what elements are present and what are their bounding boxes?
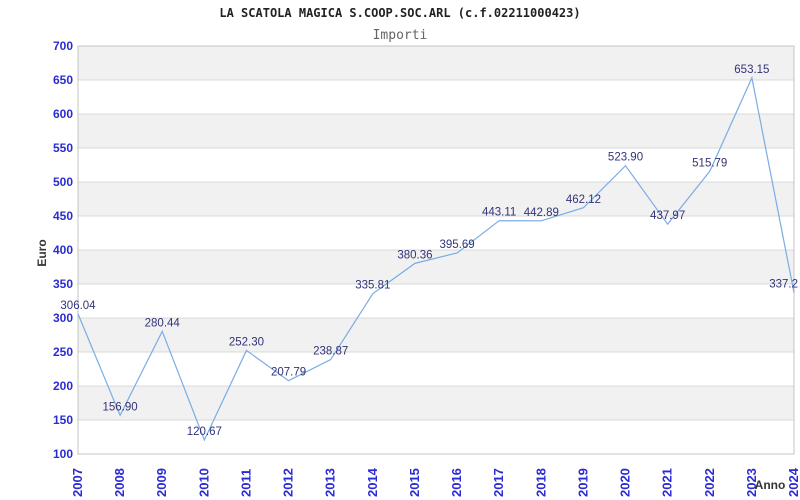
data-point-label: 443.11 [482, 207, 516, 219]
data-point-label: 280.44 [145, 317, 181, 329]
plot-layers: 100 150 200 250 300 350 400 450 500 550 600 650 700 2… [53, 39, 800, 497]
data-point-label: 462.12 [566, 194, 601, 206]
x-tick-label: 2014 [365, 467, 380, 497]
x-tick-label: 2013 [323, 468, 338, 497]
data-point-label: 442.89 [524, 207, 559, 219]
y-tick-label: 150 [53, 413, 73, 427]
plot-band [78, 46, 794, 80]
x-tick-label: 2020 [618, 468, 633, 497]
y-tick-label: 500 [53, 175, 73, 189]
x-tick-label: 2009 [154, 468, 169, 497]
x-axis-title: Anno [755, 478, 786, 492]
data-point-label: 238.87 [313, 346, 348, 358]
data-point-label: 337.2 [769, 279, 798, 291]
x-tick-label: 2019 [575, 468, 590, 497]
x-tick-label: 2008 [112, 468, 127, 497]
plot-band [78, 182, 794, 216]
y-tick-label: 250 [53, 345, 73, 359]
y-tick-label: 600 [53, 107, 73, 121]
y-tick-label: 200 [53, 379, 73, 393]
y-tick-label: 100 [53, 447, 73, 461]
data-point-label: 335.81 [355, 280, 390, 292]
x-tick-label: 2007 [70, 468, 85, 497]
data-point-label: 653.15 [734, 64, 769, 76]
x-tick-label: 2011 [238, 469, 253, 497]
x-tick-label: 2018 [533, 468, 548, 497]
data-point-label: 156.90 [103, 401, 138, 413]
data-point-label: 380.36 [397, 249, 432, 261]
data-point-label: 515.79 [692, 157, 727, 169]
y-tick-label: 550 [53, 141, 73, 155]
data-point-label: 437.97 [650, 210, 685, 222]
x-tick-label: 2012 [281, 468, 296, 497]
data-point-label: 120.67 [187, 426, 222, 438]
y-tick-label: 450 [53, 209, 73, 223]
x-tick-label: 2021 [660, 468, 675, 497]
chart-subtitle: Importi [373, 28, 428, 43]
y-tick-label: 400 [53, 243, 73, 257]
plot-band [78, 318, 794, 352]
y-tick-label: 700 [53, 39, 73, 53]
data-point-label: 395.69 [439, 239, 474, 251]
data-point-label: 207.79 [271, 367, 306, 379]
x-tick-label: 2023 [744, 468, 759, 497]
data-line [77, 75, 795, 442]
y-tick-label: 350 [53, 277, 73, 291]
x-tick-label: 2022 [702, 468, 717, 497]
data-point-label: 306.04 [60, 300, 96, 312]
x-tick-label: 2017 [491, 468, 506, 497]
data-point-label: 523.90 [608, 152, 643, 164]
y-axis-title: Euro [35, 239, 49, 266]
plot-band [78, 250, 794, 284]
x-tick-label: 2015 [407, 468, 422, 497]
x-tick-label: 2024 [786, 467, 800, 497]
x-tick-label: 2010 [196, 468, 211, 497]
plot-border [77, 45, 795, 455]
chart-title: LA SCATOLA MAGICA S.COOP.SOC.ARL (c.f.02… [219, 6, 580, 20]
plot-band [78, 386, 794, 420]
y-tick-label: 650 [53, 73, 73, 87]
plot-band [78, 114, 794, 148]
x-tick-label: 2016 [449, 468, 464, 497]
data-point-label: 252.30 [229, 336, 264, 348]
y-tick-label: 300 [53, 311, 73, 325]
